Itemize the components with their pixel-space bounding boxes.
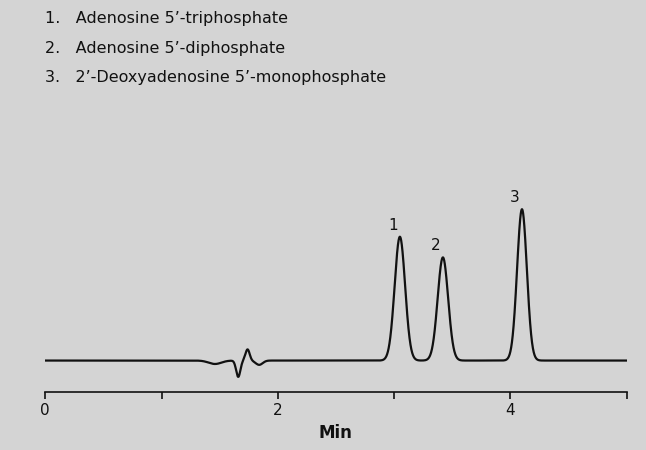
- Text: 1.   Adenosine 5’-triphosphate: 1. Adenosine 5’-triphosphate: [45, 11, 288, 26]
- Text: 1: 1: [388, 218, 398, 233]
- X-axis label: Min: Min: [319, 424, 353, 442]
- Text: 3.   2’-Deoxyadenosine 5’-monophosphate: 3. 2’-Deoxyadenosine 5’-monophosphate: [45, 70, 386, 85]
- Text: 2.   Adenosine 5’-diphosphate: 2. Adenosine 5’-diphosphate: [45, 40, 286, 55]
- Text: 2: 2: [431, 238, 441, 253]
- Text: 3: 3: [510, 190, 520, 205]
